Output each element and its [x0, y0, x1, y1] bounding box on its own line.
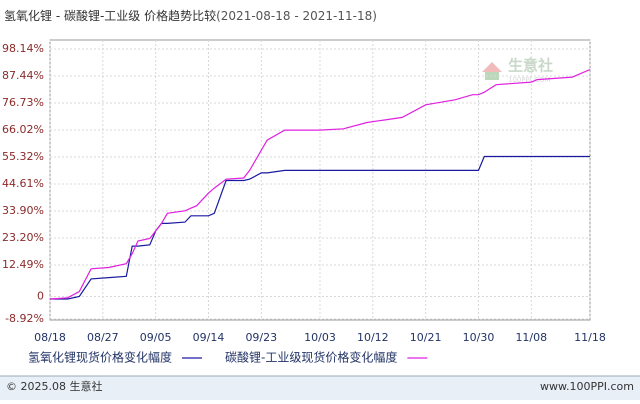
watermark-logo: [482, 62, 502, 72]
y-tick-label: 44.61%: [2, 177, 44, 190]
y-tick-label: 98.14%: [2, 42, 44, 55]
y-tick-label: 0: [37, 290, 44, 303]
y-tick-label: 87.44%: [2, 69, 44, 82]
x-tick-label: 09/05: [140, 331, 172, 344]
footer-site: www.100PPI.com: [540, 380, 634, 393]
x-tick-label: 11/08: [515, 331, 547, 344]
x-tick-label: 10/12: [357, 331, 389, 344]
x-tick-label: 11/18: [574, 331, 606, 344]
date-range: (2021-08-18 - 2021-11-18): [216, 9, 377, 23]
footer-copyright: © 2025.08 生意社: [6, 379, 102, 393]
y-tick-label: -8.92%: [5, 312, 44, 325]
y-tick-label: 55.32%: [2, 150, 44, 163]
y-tick-label: 12.49%: [2, 258, 44, 271]
x-tick-label: 09/14: [193, 331, 225, 344]
x-tick-label: 08/27: [87, 331, 119, 344]
y-tick-label: 23.20%: [2, 231, 44, 244]
y-tick-label: 33.90%: [2, 204, 44, 217]
series-line: [50, 155, 590, 300]
x-tick-label: 08/18: [34, 331, 66, 344]
footer-bar: [0, 376, 640, 400]
legend-label: 碳酸锂-工业级现货价格变化幅度: [225, 350, 397, 365]
series-line: [49, 68, 591, 300]
y-tick-label: 66.02%: [2, 123, 44, 136]
legend-label: 氢氧化锂现货价格变化幅度: [28, 350, 172, 365]
watermark-name: 生意社: [508, 57, 553, 75]
x-tick-label: 10/03: [304, 331, 336, 344]
title-text: 氢氧化锂 - 碳酸锂-工业级 价格趋势比较: [4, 8, 216, 23]
y-tick-label: 76.73%: [2, 96, 44, 109]
x-tick-label: 10/30: [463, 331, 495, 344]
watermark-site: 100PPI.COM: [508, 76, 551, 84]
x-tick-label: 09/23: [245, 331, 277, 344]
chart-title: 氢氧化锂 - 碳酸锂-工业级 价格趋势比较(2021-08-18 - 2021-…: [4, 8, 377, 23]
x-tick-label: 10/21: [410, 331, 442, 344]
